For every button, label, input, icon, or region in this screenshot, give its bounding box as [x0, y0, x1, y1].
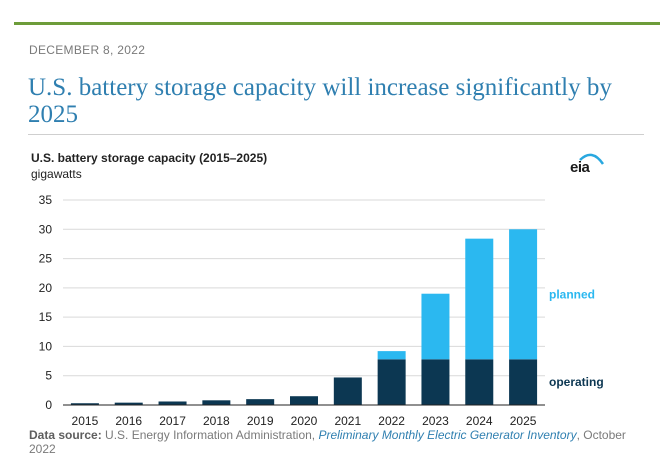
bar-operating-2025 — [509, 359, 538, 405]
x-tick-label: 2016 — [115, 414, 142, 428]
bar-operating-2022 — [377, 359, 406, 405]
legend-planned: planned — [549, 287, 595, 301]
y-tick-label: 0 — [45, 398, 52, 412]
y-tick-label: 25 — [39, 252, 53, 266]
x-tick-label: 2025 — [510, 414, 537, 428]
bar-operating-2015 — [70, 403, 99, 405]
x-tick-label: 2021 — [334, 414, 361, 428]
eia-logo-icon: eia — [570, 150, 606, 178]
y-tick-label: 30 — [39, 222, 53, 236]
headline-divider — [28, 134, 644, 135]
bar-operating-2020 — [290, 396, 318, 405]
bar-operating-2024 — [465, 359, 494, 405]
bar-planned-2023 — [421, 293, 450, 360]
x-tick-label: 2019 — [247, 414, 274, 428]
bar-planned-2025 — [509, 229, 538, 360]
x-tick-label: 2020 — [291, 414, 318, 428]
eia-logo-arc-icon — [579, 153, 605, 165]
x-tick-label: 2023 — [422, 414, 449, 428]
source-date: , October 2022 — [29, 428, 626, 456]
legend-operating: operating — [549, 375, 604, 389]
x-tick-label: 2022 — [378, 414, 405, 428]
bar-operating-2018 — [202, 400, 231, 405]
eia-logo-text: eia — [570, 159, 590, 176]
bar-operating-2021 — [333, 377, 362, 405]
chart-y-units: gigawatts — [31, 167, 82, 181]
bar-operating-2017 — [158, 401, 187, 405]
source-text: U.S. Energy Information Administration, — [101, 428, 319, 442]
y-tick-label: 10 — [39, 339, 53, 353]
article-date: DECEMBER 8, 2022 — [29, 43, 146, 57]
x-tick-label: 2024 — [466, 414, 493, 428]
bar-operating-2019 — [246, 399, 275, 405]
x-tick-label: 2015 — [72, 414, 99, 428]
bar-planned-2024 — [465, 238, 494, 360]
source-link[interactable]: Preliminary Monthly Electric Generator I… — [318, 428, 577, 442]
bar-operating-2016 — [114, 402, 143, 405]
x-tick-label: 2017 — [159, 414, 186, 428]
y-tick-label: 15 — [39, 310, 53, 324]
y-tick-label: 20 — [39, 281, 53, 295]
top-accent-rule — [14, 22, 660, 25]
y-tick-label: 5 — [45, 369, 52, 383]
article-headline: U.S. battery storage capacity will incre… — [28, 74, 612, 128]
bar-operating-2023 — [421, 359, 450, 405]
data-source-note: Data source: U.S. Energy Information Adm… — [29, 428, 649, 456]
source-label: Data source: — [29, 428, 102, 442]
y-tick-label: 35 — [39, 193, 53, 207]
x-tick-label: 2018 — [203, 414, 230, 428]
bar-planned-2022 — [377, 351, 406, 360]
chart-title: U.S. battery storage capacity (2015–2025… — [31, 151, 268, 165]
